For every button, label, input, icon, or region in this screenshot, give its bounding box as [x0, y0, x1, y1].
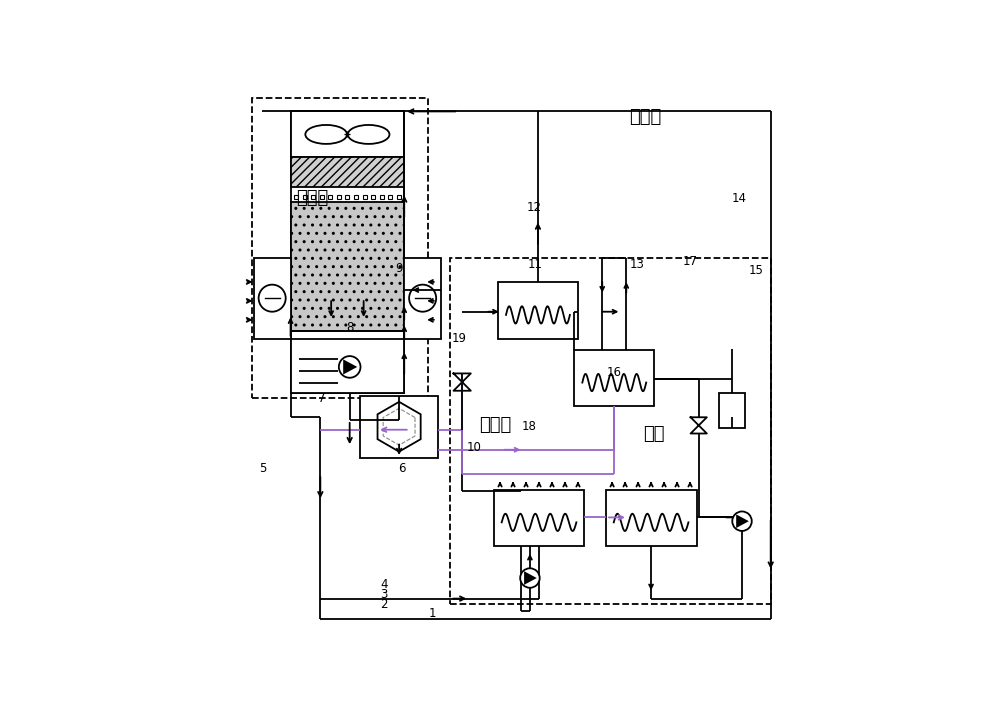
- Bar: [498, 282, 578, 339]
- Circle shape: [732, 512, 752, 531]
- Bar: [291, 157, 404, 187]
- Bar: [494, 491, 584, 546]
- Bar: [574, 349, 654, 406]
- Text: 3: 3: [380, 588, 387, 601]
- Text: 5: 5: [259, 462, 266, 475]
- Text: 2: 2: [380, 598, 387, 610]
- Text: 19: 19: [452, 333, 467, 345]
- Bar: [360, 396, 438, 458]
- Text: 16: 16: [607, 366, 622, 379]
- Text: 11: 11: [528, 257, 543, 271]
- Text: 6: 6: [398, 462, 405, 475]
- Text: 15: 15: [749, 264, 764, 277]
- Text: 冷媒水: 冷媒水: [296, 189, 328, 207]
- Bar: [291, 112, 404, 393]
- Text: 12: 12: [527, 201, 542, 214]
- Bar: [404, 257, 441, 339]
- Bar: [291, 202, 404, 330]
- Text: 13: 13: [630, 257, 644, 271]
- Polygon shape: [343, 359, 357, 375]
- Polygon shape: [524, 572, 537, 585]
- Bar: [291, 112, 404, 157]
- Polygon shape: [736, 515, 749, 528]
- Circle shape: [520, 568, 540, 588]
- Bar: [606, 491, 697, 546]
- Text: 10: 10: [467, 441, 482, 453]
- Bar: [291, 339, 404, 393]
- Text: 冷却水: 冷却水: [629, 108, 661, 126]
- Text: 8: 8: [346, 321, 354, 335]
- Text: 冷却水: 冷却水: [479, 416, 511, 434]
- Text: 热源: 热源: [644, 425, 665, 442]
- Text: 18: 18: [521, 420, 536, 433]
- Circle shape: [339, 356, 361, 378]
- Bar: [719, 393, 745, 428]
- Ellipse shape: [305, 125, 347, 144]
- Bar: [254, 257, 291, 339]
- Text: 7: 7: [318, 392, 326, 405]
- Text: 14: 14: [731, 191, 746, 205]
- Ellipse shape: [348, 125, 389, 144]
- Text: 17: 17: [683, 255, 698, 269]
- Text: 1: 1: [429, 607, 436, 620]
- Text: 9: 9: [395, 262, 403, 275]
- Text: 4: 4: [380, 578, 387, 591]
